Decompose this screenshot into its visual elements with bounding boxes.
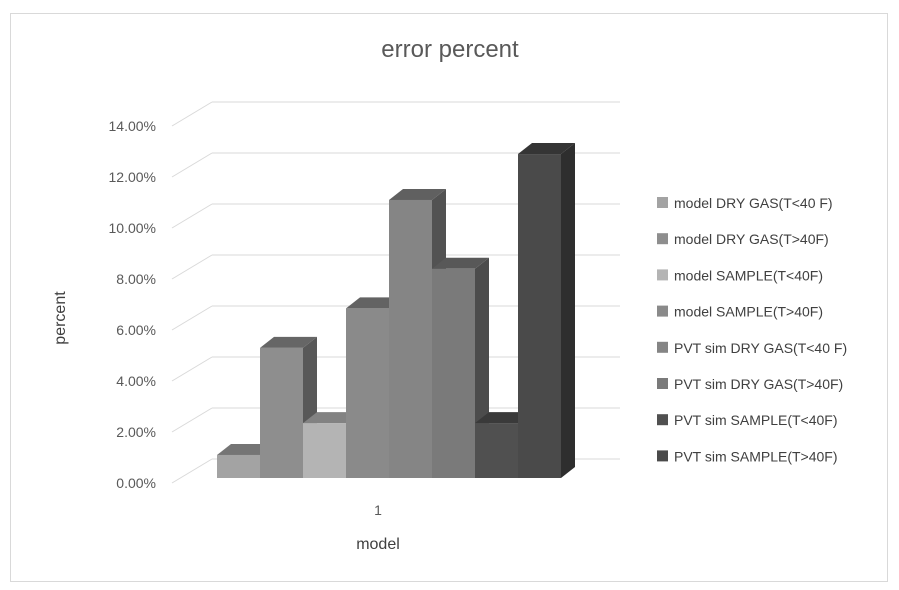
legend-item: model DRY GAS(T>40F): [657, 231, 829, 247]
legend-label: PVT sim DRY GAS(T>40F): [674, 376, 843, 392]
gridline: [171, 254, 213, 280]
gridline: [171, 152, 213, 178]
legend-swatch: [657, 450, 668, 462]
legend-label: PVT sim SAMPLE(T<40F): [674, 412, 838, 428]
legend-label: PVT sim SAMPLE(T>40F): [674, 448, 838, 464]
legend: model DRY GAS(T<40 F) model DRY GAS(T>40F…: [657, 195, 847, 464]
legend-item: PVT sim SAMPLE(T<40F): [657, 412, 838, 428]
legend-item: PVT sim DRY GAS(T<40 F): [657, 340, 847, 356]
y-tick-labels: 0.00% 2.00% 4.00% 6.00% 8.00% 10.00% 12.00% 14.…: [109, 118, 156, 491]
y-tick-label: 14.00%: [109, 118, 156, 134]
bar: [518, 143, 575, 479]
y-tick-label: 2.00%: [116, 424, 156, 440]
gridline: [171, 305, 213, 331]
gridline: [171, 203, 213, 229]
y-tick-label: 10.00%: [109, 220, 156, 236]
legend-swatch: [657, 378, 668, 389]
legend-label: model SAMPLE(T>40F): [674, 304, 823, 320]
bars: [217, 143, 575, 479]
chart-title: error percent: [381, 36, 519, 63]
legend-swatch: [657, 305, 668, 317]
legend-swatch: [657, 197, 668, 208]
legend-item: model SAMPLE(T>40F): [657, 304, 823, 320]
y-tick-label: 6.00%: [116, 322, 156, 338]
x-tick-label: 1: [374, 502, 382, 518]
y-tick-label: 4.00%: [116, 373, 156, 389]
y-axis-label: percent: [52, 291, 69, 345]
y-tick-label: 12.00%: [109, 169, 156, 185]
y-tick-label: 8.00%: [116, 271, 156, 287]
legend-swatch: [657, 269, 668, 281]
legend-label: model SAMPLE(T<40F): [674, 267, 823, 283]
legend-label: PVT sim DRY GAS(T<40 F): [674, 340, 847, 356]
gridline: [171, 356, 213, 382]
legend-swatch: [657, 341, 668, 353]
legend-label: model DRY GAS(T>40F): [674, 231, 829, 247]
legend-label: model DRY GAS(T<40 F): [674, 195, 833, 211]
gridline: [171, 458, 213, 484]
legend-swatch: [657, 233, 668, 245]
legend-item: model SAMPLE(T<40F): [657, 267, 823, 283]
gridline: [171, 101, 213, 127]
legend-item: model DRY GAS(T<40 F): [657, 195, 833, 211]
legend-swatch: [657, 414, 668, 426]
gridline: [171, 407, 213, 433]
y-tick-label: 0.00%: [116, 475, 156, 491]
legend-item: PVT sim DRY GAS(T>40F): [657, 376, 843, 392]
x-axis-label: model: [356, 536, 400, 553]
legend-item: PVT sim SAMPLE(T>40F): [657, 448, 838, 464]
